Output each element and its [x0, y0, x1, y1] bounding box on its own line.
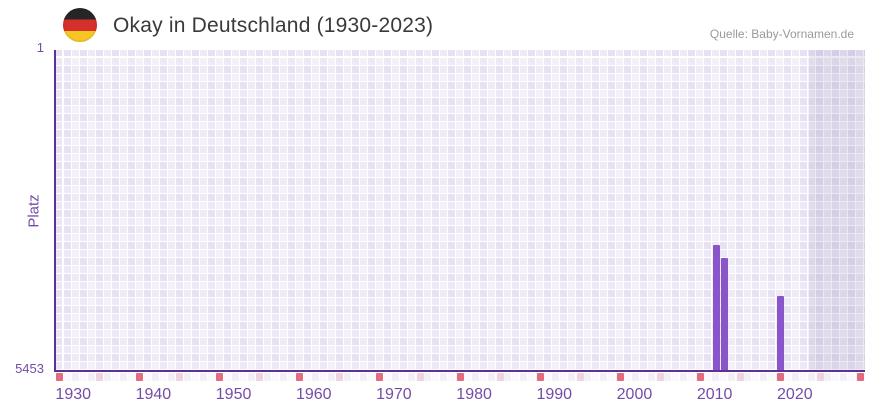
- x-minor-tick-1965: [336, 373, 344, 381]
- y-tick-label-top: 1: [36, 40, 44, 55]
- x-major-tick-2010: [697, 373, 705, 381]
- x-minor-tick-1985: [496, 373, 504, 381]
- x-minor-tick-2005: [657, 373, 665, 381]
- x-axis-label-2020: 2020: [777, 386, 813, 403]
- source-credit: Quelle: Baby-Vornamen.de: [709, 27, 854, 41]
- x-axis-label-1980: 1980: [456, 386, 492, 403]
- y-tick-label-bottom: 5453: [15, 361, 44, 376]
- y-axis-title: Platz: [25, 194, 43, 228]
- x-axis-label-1930: 1930: [55, 386, 92, 403]
- chart-wrapper: 1930 1940 1950 1960 1970 1980 1990 2000 2010 2020: [54, 50, 865, 412]
- x-major-tick-1930: [55, 373, 63, 381]
- x-axis-label-1970: 1970: [376, 386, 412, 403]
- x-major-tick-1940: [135, 373, 143, 381]
- x-minor-tick-1975: [416, 373, 424, 381]
- x-major-tick-2030: [857, 373, 865, 381]
- x-minor-tick-1945: [175, 373, 183, 381]
- chart-title: Okay in Deutschland (1930-2023): [113, 14, 434, 37]
- x-major-tick-1970: [376, 373, 384, 381]
- x-axis-label-1940: 1940: [135, 386, 172, 403]
- x-axis-label-1950: 1950: [215, 386, 252, 403]
- bar-2020[interactable]: [777, 296, 785, 370]
- x-minor-tick-2015: [737, 373, 745, 381]
- x-major-tick-1990: [536, 373, 544, 381]
- x-major-tick-1960: [296, 373, 304, 381]
- x-minor-tick-1995: [576, 373, 584, 381]
- no-data-region: [808, 50, 865, 371]
- x-major-tick-2020: [777, 373, 785, 381]
- x-axis-label-1960: 1960: [295, 386, 332, 403]
- x-minor-tick-2025: [817, 373, 825, 381]
- x-axis-label-2010: 2010: [696, 386, 733, 403]
- x-axis-line: [54, 370, 865, 372]
- x-minor-tick-1935: [95, 373, 103, 381]
- plot-area: [56, 50, 865, 371]
- x-tick-strip: [55, 373, 865, 381]
- x-major-tick-1980: [456, 373, 464, 381]
- bar-2012[interactable]: [713, 245, 721, 370]
- x-major-tick-2000: [616, 373, 624, 381]
- x-axis-label-1990: 1990: [536, 386, 573, 403]
- y-axis-line: [54, 50, 56, 372]
- x-minor-tick-1955: [256, 373, 264, 381]
- germany-flag-icon: [63, 8, 97, 42]
- x-major-tick-1950: [216, 373, 224, 381]
- bar-2013[interactable]: [721, 257, 729, 370]
- x-axis-label-2000: 2000: [616, 386, 653, 403]
